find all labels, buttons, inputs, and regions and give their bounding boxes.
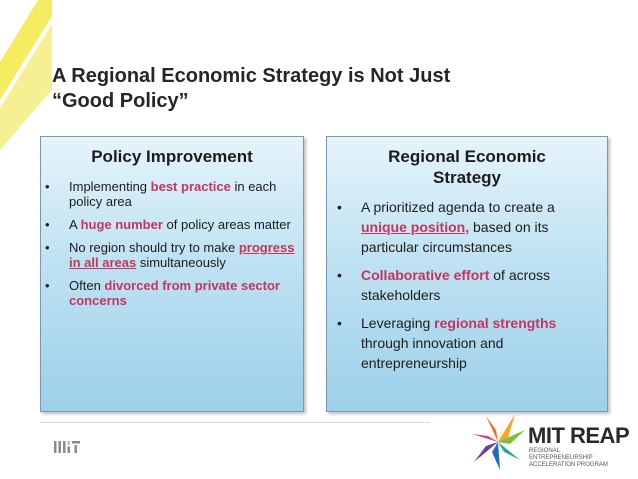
bullet-icon: • xyxy=(45,240,50,255)
item-text: Leveraging xyxy=(361,315,435,331)
heading-line-1: Regional Economic xyxy=(388,147,546,166)
bullet-icon: • xyxy=(337,315,342,331)
item-text: based on its particular circumstances xyxy=(361,219,549,255)
item-highlight: best practice xyxy=(150,179,231,194)
list-item: • A prioritized agenda to create a uniqu… xyxy=(335,197,597,257)
list-item: • No region should try to make progress … xyxy=(45,240,295,270)
list-item: • Collaborative effort of across stakeho… xyxy=(335,265,597,305)
list-item: • Leveraging regional strengths through … xyxy=(335,313,597,373)
item-highlight: divorced from private sector concerns xyxy=(69,278,280,308)
yellow-accent-shape xyxy=(0,0,52,150)
bullet-icon: • xyxy=(337,267,342,283)
list-item: • Often divorced from private sector con… xyxy=(45,278,295,308)
item-text: No region should try to make xyxy=(69,240,239,255)
title-line-1: A Regional Economic Strategy is Not Just xyxy=(52,65,451,87)
regional-economic-strategy-heading: Regional Economic Strategy xyxy=(327,137,607,188)
bullet-icon: • xyxy=(45,179,50,194)
item-text: Often xyxy=(69,278,105,293)
regional-economic-strategy-box: Regional Economic Strategy • A prioritiz… xyxy=(326,136,608,412)
policy-improvement-list: • Implementing best practice in each pol… xyxy=(41,179,303,308)
list-item: • A huge number of policy areas matter xyxy=(45,217,295,232)
policy-improvement-box: Policy Improvement • Implementing best p… xyxy=(40,136,304,412)
item-text: of policy areas matter xyxy=(162,217,291,232)
reap-subtitle-line-1: REGIONAL ENTREPRENEURSHIP xyxy=(529,448,593,461)
item-text: through innovation and entrepreneurship xyxy=(361,335,504,371)
item-highlight: unique position, xyxy=(361,219,470,235)
bullet-icon: • xyxy=(45,278,50,293)
item-text: A xyxy=(69,217,81,232)
bullet-icon: • xyxy=(337,199,342,215)
policy-improvement-heading: Policy Improvement xyxy=(91,147,253,166)
mit-reap-subtitle: REGIONAL ENTREPRENEURSHIP ACCELERATION P… xyxy=(529,448,619,469)
footer-divider xyxy=(40,422,430,423)
item-text: in each policy area xyxy=(69,179,277,209)
item-highlight: huge number xyxy=(80,217,163,232)
item-text: Implementing xyxy=(69,179,151,194)
reap-subtitle-line-2: ACCELERATION PROGRAM xyxy=(529,462,608,468)
regional-economic-strategy-list: • A prioritized agenda to create a uniqu… xyxy=(327,197,607,373)
item-text: of across stakeholders xyxy=(361,267,551,303)
heading-line-2: Strategy xyxy=(432,168,502,187)
mit-logo-icon xyxy=(54,441,80,453)
slide-title: A Regional Economic Strategy is Not Just… xyxy=(52,64,450,114)
item-highlight: progress in all areas xyxy=(69,240,295,270)
list-item: • Implementing best practice in each pol… xyxy=(45,179,295,209)
mit-reap-wordmark: MIT REAP xyxy=(528,423,630,448)
item-highlight: Collaborative effort xyxy=(361,267,490,283)
bullet-icon: • xyxy=(45,217,50,232)
title-line-2: “Good Policy” xyxy=(52,90,189,112)
mit-reap-logo-icon xyxy=(472,414,525,470)
item-highlight: regional strengths xyxy=(434,315,557,331)
item-text: simultaneously xyxy=(136,255,226,270)
item-text: A prioritized agenda to create a xyxy=(361,199,555,215)
